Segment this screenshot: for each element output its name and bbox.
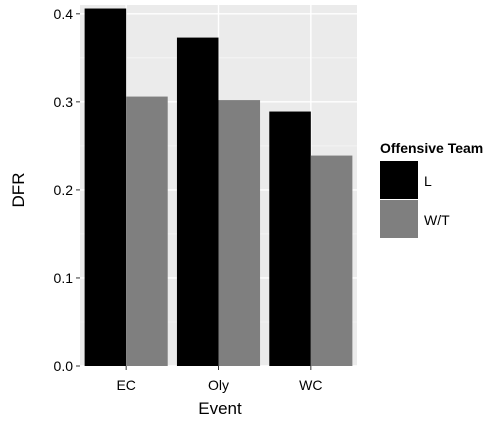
legend-swatch	[380, 161, 418, 199]
x-tick-label: Oly	[208, 377, 229, 393]
legend-swatch	[380, 200, 418, 238]
y-axis: 0.0 0.1 0.2 0.3 0.4	[54, 6, 80, 374]
y-axis-title: DFR	[9, 173, 28, 208]
legend-label: L	[424, 173, 432, 189]
x-axis-title: Event	[198, 399, 242, 418]
legend: Offensive Team L W/T	[379, 140, 483, 239]
x-axis: EC Oly WC	[116, 366, 322, 393]
bar-oly-l	[176, 37, 219, 366]
y-tick-label: 0.3	[54, 94, 74, 110]
bars	[84, 8, 353, 367]
x-tick-label: EC	[116, 377, 135, 393]
bar-ec-wt	[126, 96, 168, 366]
legend-items: L W/T	[379, 160, 450, 239]
bar-oly-wt	[218, 100, 261, 366]
y-tick-label: 0.0	[54, 358, 74, 374]
legend-title: Offensive Team	[380, 140, 483, 156]
y-tick-label: 0.4	[54, 6, 74, 22]
bar-wc-wt	[310, 155, 353, 366]
bar-ec-l	[84, 8, 127, 367]
bar-wc-l	[269, 111, 311, 366]
y-tick-label: 0.2	[54, 182, 74, 198]
x-tick-label: WC	[299, 377, 322, 393]
y-tick-label: 0.1	[54, 270, 74, 286]
legend-label: W/T	[424, 212, 450, 228]
